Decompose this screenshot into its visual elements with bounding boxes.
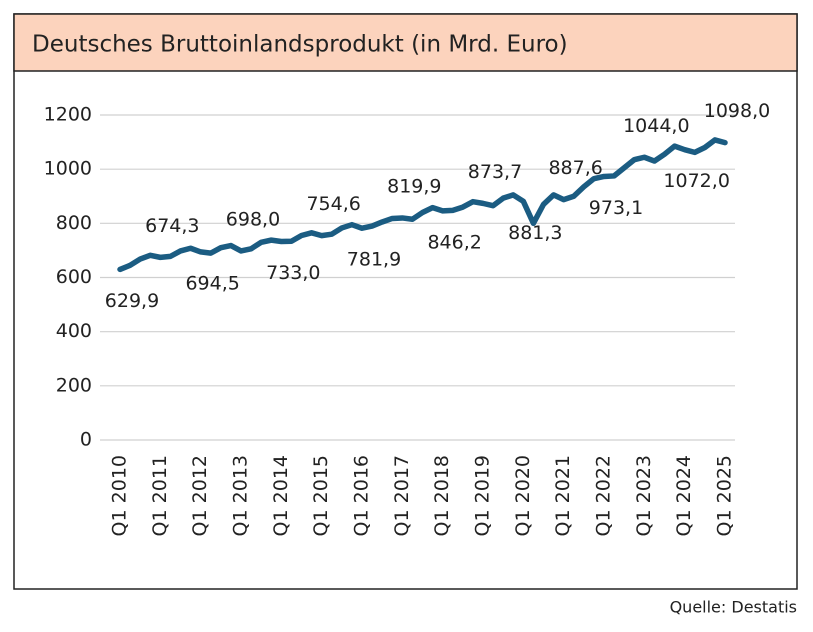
x-tick-label: Q1 2021 (552, 455, 574, 536)
x-tick-label: Q1 2024 (673, 455, 695, 536)
x-tick-label: Q1 2020 (512, 455, 534, 536)
line (117, 137, 728, 273)
data-label: 846,2 (427, 231, 481, 253)
x-tick-label: Q1 2019 (472, 455, 494, 536)
x-tick-label: Q1 2010 (109, 455, 131, 536)
data-label: 1044,0 (623, 115, 689, 137)
data-label: 698,0 (226, 208, 280, 230)
title-band (13, 13, 798, 72)
x-tick-label: Q1 2017 (391, 455, 413, 536)
x-tick-label: Q1 2022 (593, 455, 615, 536)
data-label: 754,6 (306, 193, 360, 215)
y-tick-label: 0 (80, 429, 92, 451)
data-label: 674,3 (145, 215, 199, 237)
x-tick-label: Q1 2011 (149, 455, 171, 536)
source: Quelle: Destatis (670, 598, 797, 617)
data-label: 781,9 (347, 249, 401, 271)
data-label: 1098,0 (704, 100, 770, 122)
x-tick-label: Q1 2012 (189, 455, 211, 536)
data-label: 887,6 (548, 157, 602, 179)
y-tick-label: 200 (56, 374, 92, 396)
y-tick-label: 1000 (44, 158, 92, 180)
data-label: 873,7 (468, 161, 522, 183)
y-tick-label: 600 (56, 266, 92, 288)
x-tick-label: Q1 2013 (230, 455, 252, 536)
data-label: 694,5 (185, 272, 239, 294)
x-tick-label: Q1 2025 (714, 455, 736, 536)
x-tick-label: Q1 2015 (310, 455, 332, 536)
data-label: 973,1 (589, 197, 643, 219)
data-label: 881,3 (508, 222, 562, 244)
x-tick-label: Q1 2016 (351, 455, 373, 536)
x-tick-label: Q1 2023 (633, 455, 655, 536)
data-label: 819,9 (387, 175, 441, 197)
frame (13, 13, 798, 590)
data-label: 733,0 (266, 262, 320, 284)
y-tick-label: 400 (56, 320, 92, 342)
y-tick-label: 1200 (44, 104, 92, 126)
data-label: 629,9 (105, 290, 159, 312)
x-tick-label: Q1 2014 (270, 455, 292, 536)
y-tick-label: 800 (56, 212, 92, 234)
chart-title: Deutsches Bruttoinlandsprodukt (in Mrd. … (32, 32, 568, 58)
data-label: 1072,0 (663, 170, 729, 192)
x-tick-label: Q1 2018 (431, 455, 453, 536)
